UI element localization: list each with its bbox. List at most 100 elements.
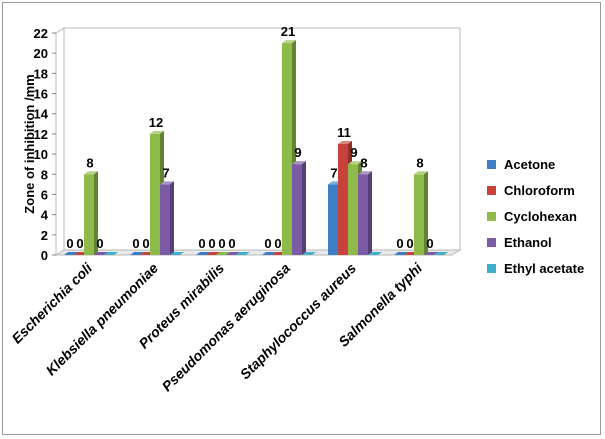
bar-ethanol <box>226 252 240 255</box>
y-tick-label: 0 <box>41 248 48 263</box>
bar-front <box>414 174 424 255</box>
bar-flat <box>130 252 144 255</box>
bar-front <box>338 144 348 255</box>
y-tick-label: 6 <box>41 187 48 202</box>
bar-ethyl-acetate <box>368 252 382 255</box>
bars <box>64 40 448 255</box>
legend: Acetone Chloroform Cyclohexan Ethanol Ethyl … <box>487 157 584 276</box>
data-label: 0 <box>96 236 103 251</box>
data-label: 8 <box>360 155 367 170</box>
y-tick-label: 22 <box>34 26 48 41</box>
legend-label: Chloroform <box>504 183 575 198</box>
bar-flat <box>104 252 118 255</box>
bar-side <box>368 171 372 255</box>
y-tick-label: 10 <box>34 147 48 162</box>
legend-label: Cyclohexan <box>504 209 577 224</box>
bar-acetone <box>130 252 144 255</box>
legend-label: Ethanol <box>504 235 552 250</box>
bar-front <box>160 184 170 255</box>
bar-flat <box>394 252 408 255</box>
bar-top <box>84 171 98 175</box>
bar-ethyl-acetate <box>104 252 118 255</box>
bar-ethyl-acetate <box>170 252 184 255</box>
data-label: 8 <box>86 155 93 170</box>
bar-front <box>348 164 358 255</box>
y-tick-label: 4 <box>41 208 49 223</box>
bar-flat <box>216 252 230 255</box>
legend-label: Acetone <box>504 157 555 172</box>
y-axis-ticks: 0 2 4 6 8 10 12 14 16 18 20 22 <box>34 26 56 263</box>
chart-area: 0 2 4 6 8 10 12 14 16 18 20 22 Zone of inhibition /… <box>2 2 601 435</box>
bar-cyclohexan <box>414 171 428 255</box>
category-label: Pseudomonas aeruginosa <box>159 260 294 395</box>
legend-swatch <box>487 212 496 221</box>
data-label: 7 <box>330 165 337 180</box>
bar-top <box>160 181 174 185</box>
bar-front <box>292 164 302 255</box>
legend-swatch <box>487 160 496 169</box>
y-tick-label: 8 <box>41 167 48 182</box>
y-tick-label: 14 <box>34 107 49 122</box>
chart-walls <box>54 27 462 256</box>
data-label: 0 <box>76 236 83 251</box>
legend-label: Ethyl acetate <box>504 261 584 276</box>
y-tick-label: 12 <box>34 127 48 142</box>
data-label: 0 <box>218 236 225 251</box>
bar-flat <box>236 252 250 255</box>
data-label: 0 <box>274 236 281 251</box>
bar-ethanol <box>160 181 174 255</box>
bar-flat <box>424 252 438 255</box>
bar-front <box>84 174 94 255</box>
bar-top <box>292 161 306 165</box>
back-wall <box>63 27 461 251</box>
legend-swatch <box>487 264 496 273</box>
data-label: 0 <box>208 236 215 251</box>
y-axis-title: Zone of inhibition /mm <box>22 74 37 213</box>
bar-top <box>338 141 352 144</box>
bar-top <box>150 130 164 134</box>
bar-ethanol <box>358 171 372 255</box>
bar-ethyl-acetate <box>434 252 448 255</box>
data-label: 0 <box>198 236 205 251</box>
bar-top <box>358 171 372 175</box>
side-wall <box>55 27 65 256</box>
bar-ethanol <box>424 252 438 255</box>
category-label: Klebsiella pneumoniae <box>43 260 162 379</box>
bar-flat <box>94 252 108 255</box>
bar-flat <box>170 252 184 255</box>
bar-cyclohexan <box>84 171 98 255</box>
bar-ethyl-acetate <box>302 252 316 255</box>
bar-chloroform <box>206 252 220 255</box>
data-label: 9 <box>350 145 357 160</box>
bar-flat <box>368 252 382 255</box>
data-label: 12 <box>149 115 163 130</box>
bar-flat <box>64 252 78 255</box>
data-label: 11 <box>337 125 351 140</box>
bar-flat <box>226 252 240 255</box>
data-label: 0 <box>406 236 413 251</box>
bar-acetone <box>394 252 408 255</box>
bar-side <box>302 161 306 255</box>
data-label: 7 <box>162 165 169 180</box>
data-label: 0 <box>426 236 433 251</box>
bar-top <box>348 161 362 165</box>
legend-swatch <box>487 238 496 247</box>
bar-front <box>150 133 160 255</box>
legend-swatch <box>487 186 496 195</box>
bar-side <box>94 171 98 255</box>
bar-ethanol <box>292 161 306 255</box>
y-tick-label: 20 <box>34 46 48 61</box>
data-label: 9 <box>294 145 301 160</box>
data-label: 0 <box>264 236 271 251</box>
data-label: 0 <box>228 236 235 251</box>
bar-flat <box>434 252 448 255</box>
y-tick-label: 18 <box>34 66 48 81</box>
data-label: 0 <box>132 236 139 251</box>
data-label: 21 <box>281 24 295 39</box>
bar-front <box>358 174 368 255</box>
bar-flat <box>302 252 316 255</box>
bar-flat <box>196 252 210 255</box>
bar-front <box>282 43 292 255</box>
